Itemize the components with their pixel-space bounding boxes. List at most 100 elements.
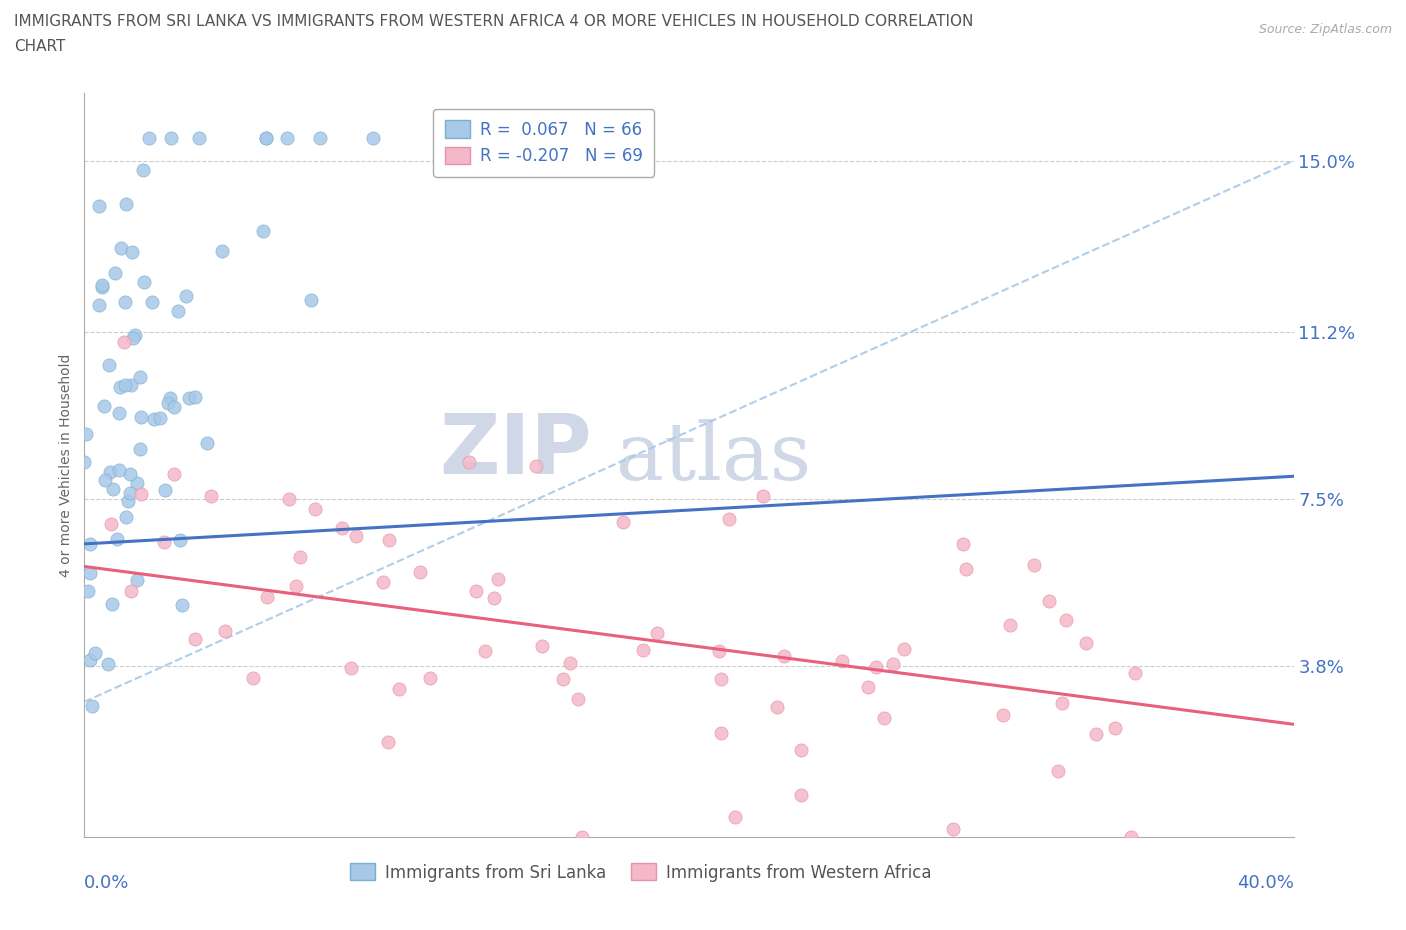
Point bbox=[254, 130, 277, 145]
Point bbox=[80, 698, 103, 713]
Point bbox=[276, 130, 298, 145]
Point bbox=[160, 130, 183, 145]
Point bbox=[998, 618, 1021, 632]
Point bbox=[200, 488, 222, 503]
Point bbox=[789, 742, 811, 757]
Legend: Immigrants from Sri Lanka, Immigrants from Western Africa: Immigrants from Sri Lanka, Immigrants fr… bbox=[343, 857, 938, 888]
Point bbox=[242, 671, 264, 685]
Point bbox=[184, 390, 207, 405]
Point bbox=[1076, 635, 1098, 650]
Text: atlas: atlas bbox=[616, 418, 811, 497]
Point bbox=[93, 472, 115, 487]
Point bbox=[882, 656, 904, 671]
Point bbox=[104, 266, 127, 281]
Point bbox=[179, 391, 201, 405]
Point bbox=[112, 335, 135, 350]
Point bbox=[118, 467, 141, 482]
Point bbox=[89, 198, 111, 213]
Point bbox=[558, 655, 581, 670]
Point bbox=[120, 584, 142, 599]
Point bbox=[166, 304, 188, 319]
Point bbox=[117, 494, 139, 509]
Point bbox=[304, 501, 326, 516]
Point bbox=[419, 671, 441, 685]
Point bbox=[97, 657, 120, 671]
Point bbox=[108, 379, 131, 394]
Point bbox=[790, 788, 813, 803]
Point bbox=[284, 578, 307, 593]
Point bbox=[524, 458, 547, 473]
Point bbox=[710, 725, 733, 740]
Point bbox=[474, 644, 496, 658]
Point bbox=[873, 711, 896, 725]
Point bbox=[129, 441, 152, 456]
Point bbox=[142, 411, 165, 426]
Point bbox=[893, 641, 915, 656]
Point bbox=[107, 462, 129, 477]
Point bbox=[75, 426, 97, 441]
Point bbox=[856, 680, 879, 695]
Point bbox=[724, 810, 747, 825]
Point bbox=[717, 512, 740, 526]
Point bbox=[170, 597, 193, 612]
Point bbox=[377, 735, 399, 750]
Point bbox=[184, 631, 207, 646]
Point bbox=[134, 274, 156, 289]
Point bbox=[169, 533, 191, 548]
Point bbox=[110, 240, 132, 255]
Point bbox=[1050, 696, 1073, 711]
Text: IMMIGRANTS FROM SRI LANKA VS IMMIGRANTS FROM WESTERN AFRICA 4 OR MORE VEHICLES I: IMMIGRANTS FROM SRI LANKA VS IMMIGRANTS … bbox=[14, 14, 973, 29]
Point bbox=[149, 410, 172, 425]
Point bbox=[553, 671, 575, 686]
Point bbox=[831, 653, 853, 668]
Text: CHART: CHART bbox=[14, 39, 66, 54]
Point bbox=[1084, 727, 1107, 742]
Point bbox=[97, 357, 120, 372]
Point bbox=[163, 400, 186, 415]
Point bbox=[865, 659, 887, 674]
Point bbox=[84, 646, 107, 661]
Point bbox=[290, 550, 312, 565]
Point bbox=[125, 572, 148, 587]
Point bbox=[114, 197, 136, 212]
Point bbox=[1104, 721, 1126, 736]
Point bbox=[371, 575, 394, 590]
Point bbox=[114, 378, 136, 392]
Text: 0.0%: 0.0% bbox=[84, 874, 129, 892]
Point bbox=[79, 652, 101, 667]
Point bbox=[129, 370, 152, 385]
Point bbox=[710, 671, 733, 686]
Point bbox=[252, 223, 274, 238]
Point bbox=[73, 455, 96, 470]
Point bbox=[277, 491, 299, 506]
Point bbox=[631, 643, 654, 658]
Point bbox=[464, 584, 486, 599]
Point bbox=[79, 537, 101, 551]
Point bbox=[100, 516, 122, 531]
Point bbox=[1119, 830, 1142, 844]
Point bbox=[79, 565, 101, 580]
Point bbox=[647, 626, 669, 641]
Point bbox=[152, 534, 174, 549]
Y-axis label: 4 or more Vehicles in Household: 4 or more Vehicles in Household bbox=[59, 353, 73, 577]
Point bbox=[1038, 594, 1060, 609]
Point bbox=[101, 597, 124, 612]
Point bbox=[752, 488, 775, 503]
Point bbox=[122, 330, 145, 345]
Point bbox=[120, 378, 142, 392]
Point bbox=[176, 288, 198, 303]
Point bbox=[707, 644, 730, 658]
Point bbox=[101, 482, 124, 497]
Point bbox=[114, 295, 136, 310]
Point bbox=[571, 830, 593, 844]
Point bbox=[125, 476, 148, 491]
Point bbox=[118, 485, 141, 500]
Point bbox=[1123, 666, 1146, 681]
Point bbox=[409, 565, 432, 579]
Point bbox=[991, 707, 1014, 722]
Point bbox=[1046, 764, 1069, 778]
Point bbox=[138, 130, 160, 145]
Point bbox=[254, 130, 277, 145]
Point bbox=[388, 682, 411, 697]
Text: 40.0%: 40.0% bbox=[1237, 874, 1294, 892]
